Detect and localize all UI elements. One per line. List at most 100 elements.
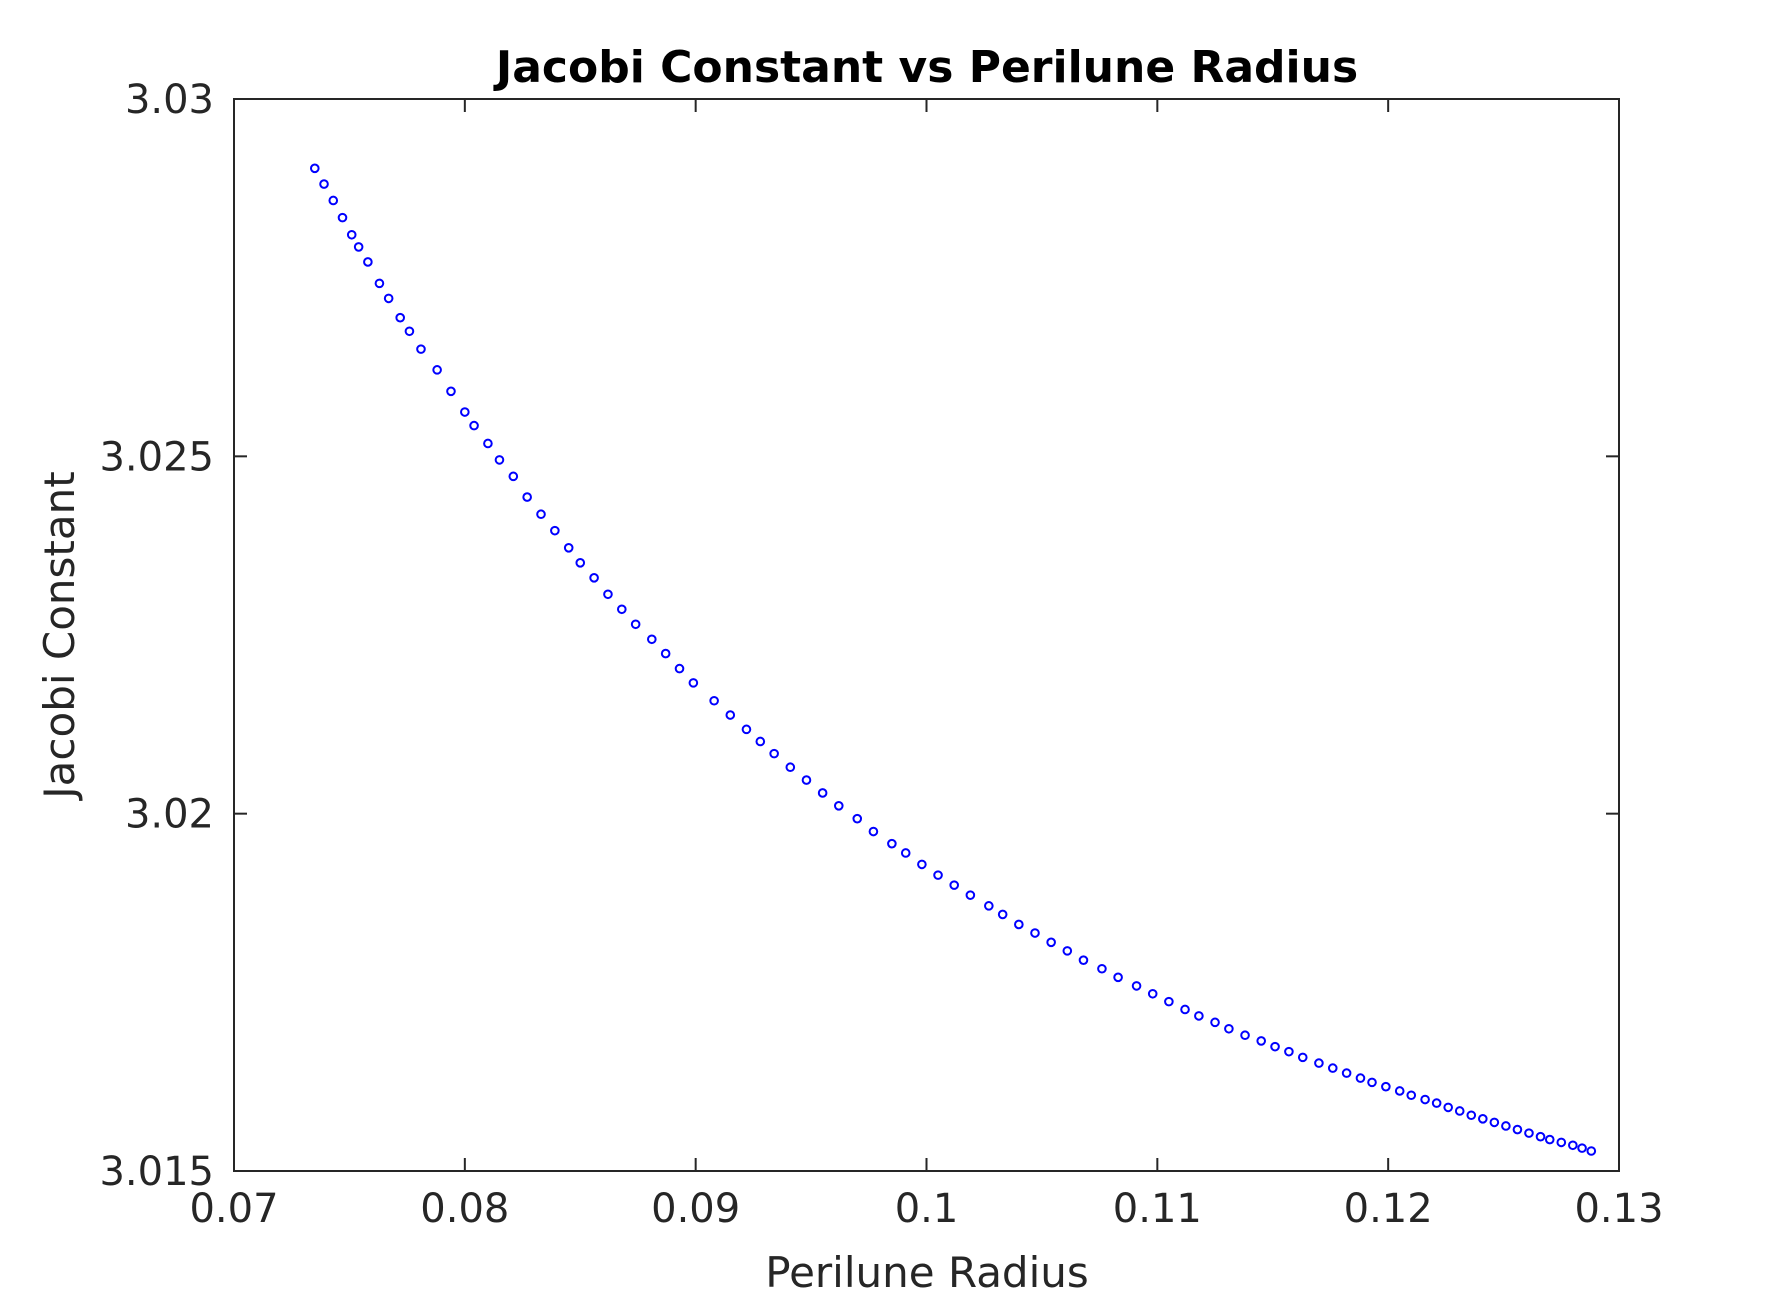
data-point bbox=[1327, 1063, 1338, 1073]
data-point bbox=[630, 619, 641, 630]
data-point bbox=[395, 312, 406, 323]
data-point bbox=[446, 386, 456, 397]
data-point bbox=[741, 724, 752, 735]
x-axis-label: Perilune Radius bbox=[765, 1248, 1089, 1297]
data-point bbox=[508, 471, 519, 482]
data-point bbox=[709, 695, 719, 706]
tick-group bbox=[233, 98, 1620, 1172]
data-point bbox=[833, 801, 844, 811]
data-point bbox=[755, 736, 766, 747]
data-point bbox=[432, 365, 442, 375]
data-point bbox=[1194, 1011, 1204, 1021]
data-point bbox=[1406, 1090, 1417, 1101]
data-point bbox=[1164, 996, 1174, 1007]
y-tick-label: 3.015 bbox=[99, 1149, 214, 1195]
data-point bbox=[785, 762, 796, 773]
data-point bbox=[965, 890, 976, 900]
data-point bbox=[1556, 1137, 1567, 1148]
x-tick-label: 0.12 bbox=[1344, 1186, 1433, 1232]
data-point bbox=[1062, 946, 1073, 956]
data-point bbox=[1097, 963, 1107, 974]
data-point bbox=[309, 163, 320, 174]
data-point bbox=[1367, 1077, 1377, 1088]
data-point bbox=[337, 212, 348, 223]
data-point bbox=[416, 344, 426, 354]
data-point bbox=[660, 648, 671, 659]
x-tick-label: 0.09 bbox=[651, 1186, 740, 1232]
data-point bbox=[1270, 1041, 1280, 1052]
data-point bbox=[1210, 1017, 1220, 1028]
data-point bbox=[404, 326, 415, 337]
data-point bbox=[522, 492, 532, 502]
tick-label-group: 0.07 0.08 0.09 0.1 0.11 0.12 0.13 3.015 3.02 3.02… bbox=[99, 77, 1663, 1232]
data-point bbox=[550, 525, 560, 536]
data-point bbox=[1240, 1030, 1250, 1041]
data-point bbox=[900, 848, 911, 858]
data-point bbox=[603, 589, 613, 600]
data-point bbox=[563, 543, 574, 553]
data-point bbox=[1014, 919, 1024, 930]
x-tick-label: 0.13 bbox=[1574, 1186, 1663, 1232]
data-point bbox=[1113, 972, 1123, 983]
data-point bbox=[483, 438, 493, 449]
data-point bbox=[933, 870, 943, 880]
data-point bbox=[319, 179, 329, 189]
data-point bbox=[1489, 1117, 1500, 1128]
data-point bbox=[1078, 955, 1089, 965]
data-point bbox=[460, 407, 470, 417]
data-point bbox=[852, 813, 863, 824]
data-point bbox=[1256, 1036, 1267, 1046]
data-point bbox=[1535, 1131, 1546, 1142]
data-point bbox=[725, 710, 736, 720]
data-point bbox=[1394, 1086, 1405, 1096]
data-point bbox=[1466, 1110, 1477, 1121]
x-tick-label: 0.11 bbox=[1113, 1186, 1202, 1232]
data-point bbox=[1524, 1128, 1534, 1138]
data-point bbox=[801, 775, 812, 785]
chart-title: Jacobi Constant vs Perilune Radius bbox=[493, 42, 1358, 93]
data-point bbox=[494, 455, 505, 465]
data-point bbox=[374, 278, 385, 289]
data-point bbox=[1512, 1124, 1523, 1135]
data-point bbox=[1180, 1004, 1190, 1015]
data-point bbox=[1341, 1068, 1352, 1078]
data-point bbox=[997, 909, 1008, 920]
data-point bbox=[469, 420, 479, 431]
data-point bbox=[1046, 937, 1056, 948]
data-points bbox=[309, 163, 1597, 1156]
data-point bbox=[1224, 1023, 1234, 1034]
data-point bbox=[1131, 981, 1142, 991]
axes-box bbox=[233, 98, 1620, 1172]
data-point bbox=[363, 257, 373, 267]
data-point bbox=[1544, 1134, 1555, 1145]
data-point bbox=[1443, 1102, 1453, 1113]
data-point bbox=[1284, 1046, 1294, 1057]
data-point bbox=[536, 509, 546, 520]
data-point bbox=[1454, 1106, 1465, 1116]
data-point bbox=[589, 573, 599, 583]
data-point bbox=[868, 826, 879, 837]
data-point bbox=[688, 678, 699, 688]
data-point bbox=[949, 880, 960, 890]
data-point bbox=[887, 838, 897, 849]
y-tick-label: 3.03 bbox=[125, 77, 214, 123]
data-point bbox=[769, 748, 779, 759]
data-point bbox=[353, 242, 364, 252]
data-point bbox=[1501, 1121, 1511, 1131]
data-point bbox=[1314, 1058, 1324, 1068]
y-tick-label: 3.025 bbox=[99, 434, 214, 480]
data-point bbox=[575, 558, 586, 568]
data-point bbox=[1577, 1143, 1587, 1153]
y-axis-label: Jacobi Constant bbox=[35, 471, 84, 801]
data-point bbox=[383, 293, 394, 304]
data-point bbox=[647, 634, 657, 645]
data-point bbox=[1297, 1052, 1308, 1063]
data-point bbox=[1381, 1081, 1391, 1092]
data-point bbox=[984, 901, 994, 911]
y-tick-label: 3.02 bbox=[125, 792, 214, 838]
data-point bbox=[1478, 1114, 1488, 1124]
data-point bbox=[1431, 1098, 1442, 1108]
data-point bbox=[1147, 988, 1158, 999]
x-tick-label: 0.08 bbox=[420, 1186, 509, 1232]
